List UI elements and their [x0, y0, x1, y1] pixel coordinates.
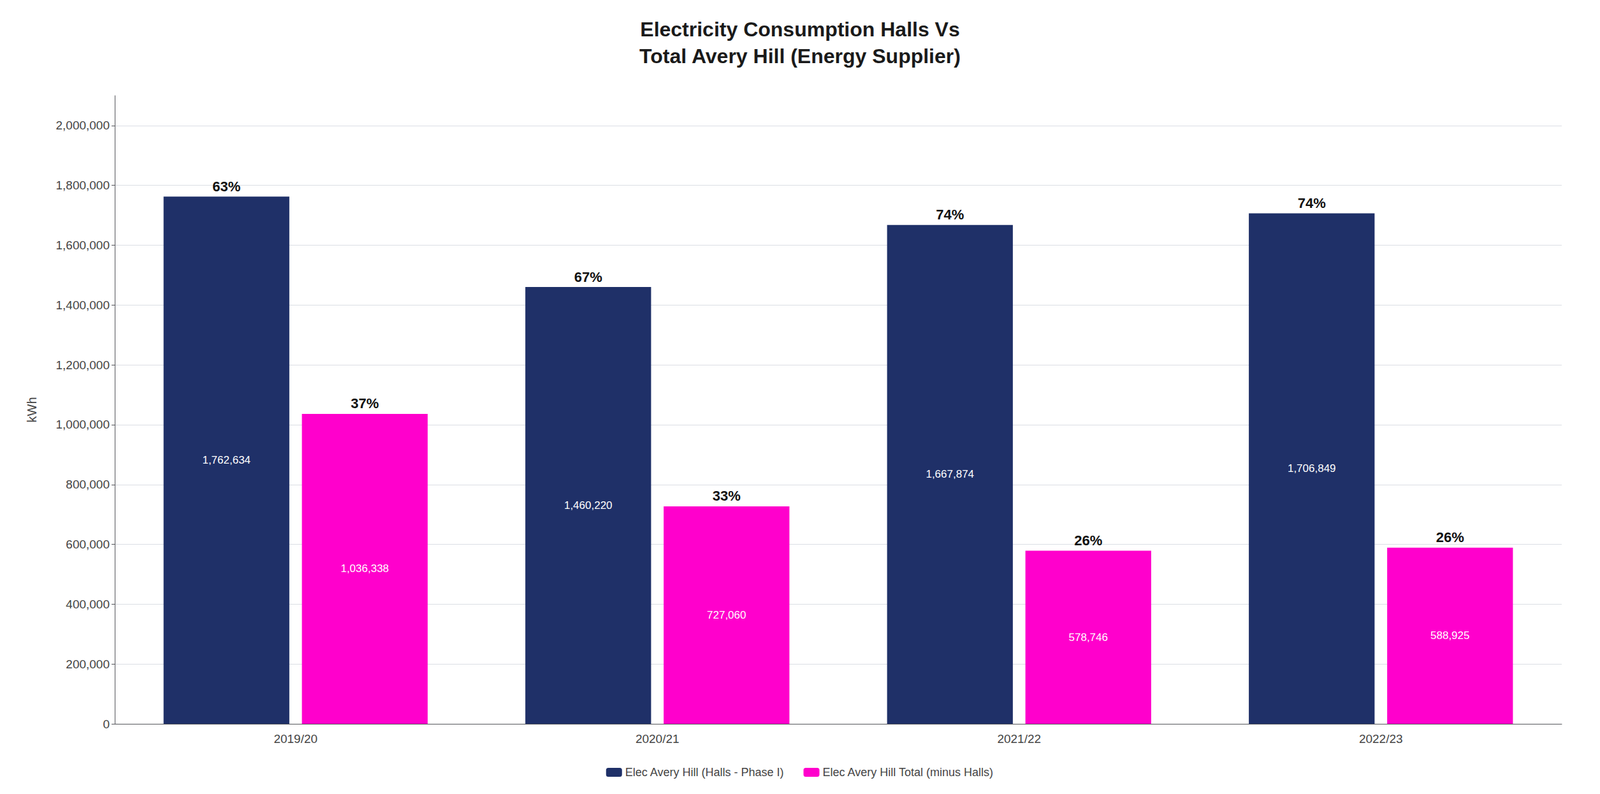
svg-text:Total Avery Hill (Energy Suppl: Total Avery Hill (Energy Supplier)	[639, 44, 961, 68]
svg-text:600,000: 600,000	[65, 537, 110, 551]
svg-text:37%: 37%	[350, 395, 379, 412]
svg-text:800,000: 800,000	[65, 477, 110, 491]
svg-text:63%: 63%	[212, 178, 241, 195]
svg-text:1,600,000: 1,600,000	[55, 238, 110, 252]
svg-text:727,060: 727,060	[706, 608, 746, 621]
svg-text:Elec Avery Hill Total (minus H: Elec Avery Hill Total (minus Halls)	[822, 765, 993, 779]
svg-text:2022/23: 2022/23	[1359, 731, 1404, 746]
svg-text:200,000: 200,000	[65, 657, 110, 671]
svg-text:1,400,000: 1,400,000	[55, 298, 110, 312]
svg-text:1,800,000: 1,800,000	[55, 178, 110, 192]
svg-text:1,000,000: 1,000,000	[55, 417, 110, 431]
svg-text:588,925: 588,925	[1430, 629, 1470, 642]
svg-text:1,706,849: 1,706,849	[1287, 462, 1337, 475]
svg-text:1,762,634: 1,762,634	[202, 453, 251, 466]
svg-text:26%: 26%	[1436, 529, 1465, 546]
svg-text:1,200,000: 1,200,000	[55, 358, 110, 372]
svg-text:kWh: kWh	[24, 397, 39, 423]
svg-text:1,036,338: 1,036,338	[340, 562, 389, 575]
svg-text:33%: 33%	[712, 487, 741, 504]
svg-text:Elec Avery Hill (Halls - Phase: Elec Avery Hill (Halls - Phase I)	[625, 765, 785, 779]
svg-text:2,000,000: 2,000,000	[55, 118, 110, 132]
svg-text:578,746: 578,746	[1069, 631, 1108, 644]
svg-text:67%: 67%	[574, 269, 603, 285]
svg-text:400,000: 400,000	[65, 597, 110, 611]
svg-text:Electricity Consumption Halls: Electricity Consumption Halls Vs	[640, 17, 960, 41]
svg-text:2019/20: 2019/20	[273, 731, 318, 746]
svg-text:26%: 26%	[1074, 532, 1103, 549]
svg-text:0: 0	[102, 717, 110, 731]
svg-text:2020/21: 2020/21	[635, 731, 680, 746]
svg-text:1,460,220: 1,460,220	[564, 499, 613, 512]
svg-text:1,667,874: 1,667,874	[925, 467, 975, 480]
svg-text:2021/22: 2021/22	[996, 731, 1041, 746]
svg-text:74%: 74%	[935, 206, 964, 223]
svg-text:74%: 74%	[1297, 195, 1326, 211]
